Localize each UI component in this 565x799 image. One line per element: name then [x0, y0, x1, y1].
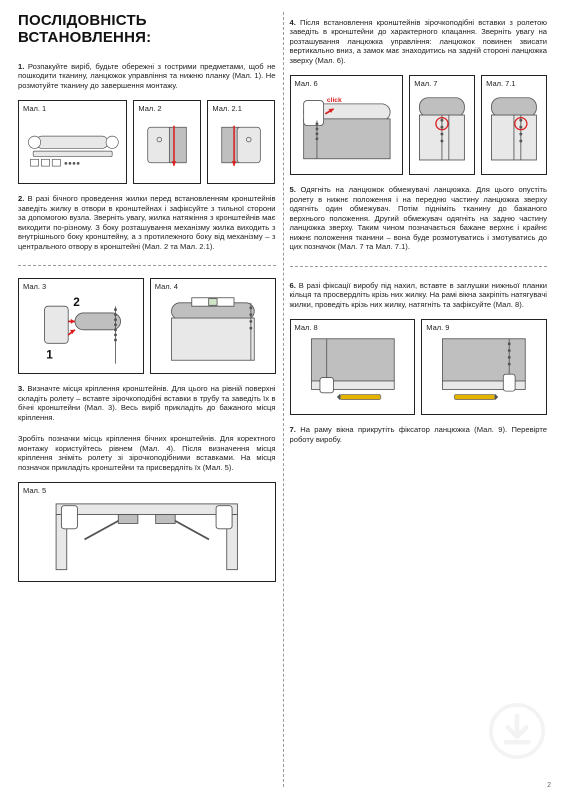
click-insert-icon: click: [297, 88, 397, 168]
step-2-text: В разі бічного проведення жилки перед вс…: [18, 194, 276, 250]
unpack-icon: [25, 113, 120, 177]
step-7-text: На раму вікна прикрутіть фіксатор ланцюж…: [290, 425, 547, 443]
bracket-thread-alt-icon: [214, 113, 268, 177]
figure-2-art: [134, 101, 200, 183]
step-1-text: Розпакуйте виріб, будьте обережні з гост…: [18, 62, 276, 90]
fig-row-5: Мал. 5: [18, 482, 276, 582]
figure-8-art: [291, 320, 415, 414]
step-5: 5. Одягніть на ланцюжок обмежувачі ланцю…: [290, 185, 548, 251]
figure-7-art: [410, 76, 474, 174]
step-4-text: Після встановлення кронштейнів зірочкопо…: [290, 18, 548, 65]
page: ПОСЛІДОВНІСТЬ ВСТАНОВЛЕННЯ: 1. Розпакуйт…: [0, 0, 565, 799]
left-column: ПОСЛІДОВНІСТЬ ВСТАНОВЛЕННЯ: 1. Розпакуйт…: [18, 12, 276, 787]
fig-row-6-7: Мал. 6 click Мал. 7: [290, 75, 548, 175]
figure-2-label: Мал. 2: [138, 104, 161, 113]
figure-5: Мал. 5: [18, 482, 276, 582]
figure-8: Мал. 8: [290, 319, 416, 415]
right-column: 4. Після встановлення кронштейнів зірочк…: [290, 12, 548, 787]
drill-brackets-icon: [25, 495, 269, 575]
figure-2-1-label: Мал. 2.1: [212, 104, 241, 113]
left-divider-1: [18, 265, 276, 266]
figure-4-art: [151, 279, 275, 373]
figure-6-art: click: [291, 76, 403, 174]
figure-9-art: [422, 320, 546, 414]
figure-3-label: Мал. 3: [23, 282, 46, 291]
fig-row-8-9: Мал. 8 Мал. 9: [290, 319, 548, 415]
chain-fixator-icon: [428, 332, 540, 408]
step-5-text: Одягніть на ланцюжок обмежувачі ланцюжка…: [290, 185, 548, 251]
figure-3: Мал. 3 1 2: [18, 278, 144, 374]
limiter-front-icon: [416, 88, 468, 168]
bracket-thread-icon: [140, 113, 194, 177]
figure-5-label: Мал. 5: [23, 486, 46, 495]
figure-9: Мал. 9: [421, 319, 547, 415]
figure-1: Мал. 1: [18, 100, 127, 184]
vertical-divider: [283, 12, 284, 787]
step-6-text: В разі фіксації виробу під нахил, вставт…: [290, 281, 548, 309]
callout-1: 1: [46, 348, 53, 362]
figure-2: Мал. 2: [133, 100, 201, 184]
fig-row-3-4: Мал. 3 1 2: [18, 278, 276, 374]
figure-7-label: Мал. 7: [414, 79, 437, 88]
figure-5-art: [19, 483, 275, 581]
page-number: 2: [547, 782, 551, 789]
click-label: click: [326, 98, 341, 105]
figure-2-1: Мал. 2.1: [207, 100, 275, 184]
download-watermark-icon: [489, 703, 545, 759]
figure-7-1-art: [482, 76, 546, 174]
step-4: 4. Після встановлення кронштейнів зірочк…: [290, 18, 548, 65]
step-3-text: Визначте місця кріплення кронштейнів. Дл…: [18, 384, 276, 421]
callout-2: 2: [73, 296, 80, 310]
step-7: 7. На раму вікна прикрутіть фіксатор лан…: [290, 425, 548, 444]
figure-6: Мал. 6 click: [290, 75, 404, 175]
figure-7: Мал. 7: [409, 75, 475, 175]
figure-1-art: [19, 101, 126, 183]
figure-2-1-art: [208, 101, 274, 183]
right-divider-1: [290, 266, 548, 267]
figure-7-1: Мал. 7.1: [481, 75, 547, 175]
figure-4: Мал. 4: [150, 278, 276, 374]
figure-9-label: Мал. 9: [426, 323, 449, 332]
step-2: 2. В разі бічного проведення жилки перед…: [18, 194, 276, 251]
step-1: 1. Розпакуйте виріб, будьте обережні з г…: [18, 62, 276, 90]
level-mount-icon: [157, 291, 269, 367]
step-3b: Зробіть позначки місць кріплення бічних …: [18, 434, 276, 472]
figure-3-art: 1 2: [19, 279, 143, 373]
step-6: 6. В разі фіксації виробу під нахил, вст…: [290, 281, 548, 309]
figure-6-label: Мал. 6: [295, 79, 318, 88]
figure-8-label: Мал. 8: [295, 323, 318, 332]
figure-1-label: Мал. 1: [23, 104, 46, 113]
tensioner-icon: [297, 332, 409, 408]
fig-row-1-2: Мал. 1 Мал. 2: [18, 100, 276, 184]
figure-4-label: Мал. 4: [155, 282, 178, 291]
figure-7-1-label: Мал. 7.1: [486, 79, 515, 88]
limiter-back-icon: [488, 88, 540, 168]
page-title: ПОСЛІДОВНІСТЬ ВСТАНОВЛЕННЯ:: [18, 12, 276, 46]
assemble-roller-icon: 1 2: [25, 291, 137, 367]
step-3: 3. Визначте місця кріплення кронштейнів.…: [18, 384, 276, 422]
